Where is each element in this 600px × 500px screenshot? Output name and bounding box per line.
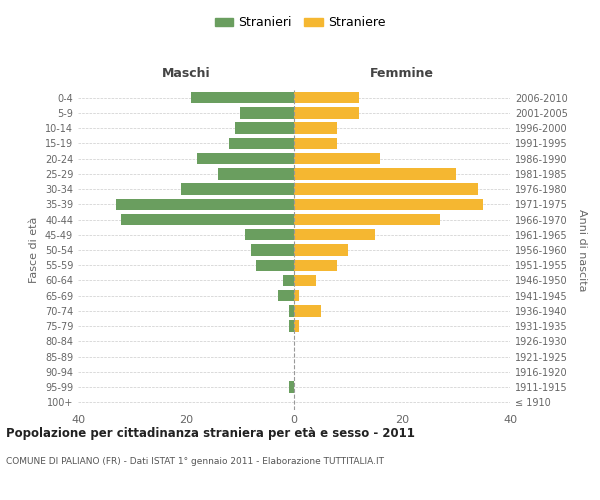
Bar bbox=[191, 92, 294, 104]
Bar bbox=[294, 198, 483, 210]
Bar bbox=[294, 122, 337, 134]
Text: Popolazione per cittadinanza straniera per età e sesso - 2011: Popolazione per cittadinanza straniera p… bbox=[6, 428, 415, 440]
Text: Femmine: Femmine bbox=[370, 67, 434, 80]
Y-axis label: Anni di nascita: Anni di nascita bbox=[577, 209, 587, 291]
Text: COMUNE DI PALIANO (FR) - Dati ISTAT 1° gennaio 2011 - Elaborazione TUTTITALIA.IT: COMUNE DI PALIANO (FR) - Dati ISTAT 1° g… bbox=[6, 458, 384, 466]
Bar bbox=[294, 214, 440, 225]
Bar bbox=[121, 214, 294, 225]
Bar bbox=[294, 184, 478, 195]
Bar bbox=[218, 168, 294, 179]
Bar bbox=[294, 305, 321, 316]
Bar bbox=[294, 168, 456, 179]
Bar bbox=[294, 138, 337, 149]
Bar bbox=[294, 229, 375, 240]
Bar bbox=[197, 153, 294, 164]
Bar bbox=[245, 229, 294, 240]
Bar bbox=[289, 320, 294, 332]
Bar bbox=[289, 305, 294, 316]
Bar bbox=[251, 244, 294, 256]
Bar bbox=[289, 382, 294, 393]
Bar bbox=[235, 122, 294, 134]
Bar bbox=[240, 107, 294, 118]
Y-axis label: Fasce di età: Fasce di età bbox=[29, 217, 39, 283]
Bar bbox=[256, 260, 294, 271]
Bar bbox=[294, 260, 337, 271]
Bar bbox=[294, 320, 299, 332]
Bar bbox=[181, 184, 294, 195]
Bar bbox=[278, 290, 294, 302]
Text: Maschi: Maschi bbox=[161, 67, 211, 80]
Bar bbox=[294, 153, 380, 164]
Bar bbox=[294, 107, 359, 118]
Legend: Stranieri, Straniere: Stranieri, Straniere bbox=[209, 11, 391, 34]
Bar bbox=[294, 275, 316, 286]
Bar bbox=[294, 290, 299, 302]
Bar bbox=[116, 198, 294, 210]
Bar bbox=[283, 275, 294, 286]
Bar bbox=[229, 138, 294, 149]
Bar bbox=[294, 244, 348, 256]
Bar bbox=[294, 92, 359, 104]
